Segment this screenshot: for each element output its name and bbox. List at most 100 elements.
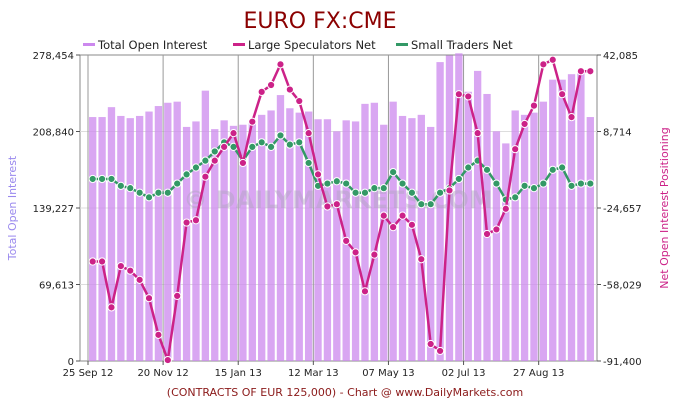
open-interest-bar <box>389 101 397 362</box>
large-speculators-point <box>539 60 548 69</box>
large-speculators-point <box>473 129 482 138</box>
large-speculators-point <box>173 291 182 300</box>
large-speculators-point <box>529 101 539 110</box>
open-interest-bar <box>192 121 200 362</box>
large-speculators-point <box>201 172 210 181</box>
open-interest-bar <box>408 118 416 361</box>
large-speculators-point <box>266 80 276 90</box>
open-interest-bar <box>154 106 163 361</box>
small-traders-point <box>210 147 219 156</box>
large-speculators-point <box>558 90 567 99</box>
open-interest-bar <box>333 131 341 361</box>
open-interest-bar <box>361 103 369 362</box>
small-traders-point <box>88 174 97 184</box>
large-speculators-point <box>482 229 492 239</box>
large-speculators-point <box>229 129 238 138</box>
large-speculators-line <box>92 58 591 362</box>
open-interest-bar <box>427 126 435 362</box>
x-tick-label: 12 Mar 13 <box>288 368 339 379</box>
small-traders-point <box>323 179 332 188</box>
small-traders-point <box>351 188 360 197</box>
small-traders-point <box>342 179 351 188</box>
open-interest-bar <box>145 111 153 362</box>
small-traders-point <box>435 188 445 197</box>
large-speculators-point <box>548 55 557 64</box>
large-speculators-point <box>285 85 294 94</box>
large-speculators-point <box>313 170 323 179</box>
right-tick-label: -58,029 <box>603 281 642 292</box>
open-interest-bars <box>89 53 594 362</box>
small-traders-point <box>520 181 529 190</box>
large-speculators-point <box>520 119 529 129</box>
small-traders-point <box>407 188 417 197</box>
open-interest-bar <box>398 115 407 361</box>
open-interest-bar <box>549 79 557 361</box>
large-speculators-point <box>567 112 576 122</box>
large-speculators-point <box>379 211 388 220</box>
open-interest-bar <box>586 117 594 361</box>
footer-note: (CONTRACTS OF EUR 125,000) - Chart @ www… <box>167 386 523 399</box>
large-speculators-point <box>257 87 266 96</box>
small-traders-point <box>558 163 567 172</box>
small-traders-point <box>154 188 163 197</box>
large-speculators-point <box>248 117 257 126</box>
large-speculators-point <box>323 202 332 211</box>
large-speculators-point <box>576 67 586 76</box>
open-interest-bar <box>201 90 210 362</box>
legend-swatch-large-speculators <box>233 43 245 46</box>
open-interest-bar <box>539 101 548 362</box>
open-interest-bar <box>464 91 472 361</box>
open-interest-bar <box>323 119 332 362</box>
right-tick-label: -24,657 <box>603 204 642 215</box>
large-speculators-point <box>445 186 454 195</box>
open-interest-bar <box>164 102 172 361</box>
legend-swatch-small-traders <box>396 43 408 46</box>
small-traders-point <box>285 140 294 149</box>
large-speculators-point <box>220 142 229 151</box>
open-interest-bar <box>239 124 247 361</box>
large-speculators-point <box>492 225 501 234</box>
small-traders-point <box>529 184 539 193</box>
legend: Total Open Interest Large Speculators Ne… <box>83 38 513 52</box>
open-interest-bar <box>295 112 303 361</box>
small-traders-point <box>389 168 398 177</box>
small-traders-point <box>248 142 257 151</box>
large-speculators-point <box>88 257 97 266</box>
x-axis: 25 Sep 12 20 Nov 12 15 Jan 13 12 Mar 13 07 M… <box>63 361 564 379</box>
small-traders-point <box>370 184 379 193</box>
open-interest-bar <box>530 112 538 361</box>
small-traders-point <box>116 181 125 190</box>
open-interest-bar <box>304 111 313 362</box>
open-interest-bar <box>126 118 134 361</box>
open-interest-bar <box>276 95 285 361</box>
open-interest-bar <box>98 117 106 361</box>
large-speculators-point <box>116 261 125 271</box>
large-speculators-point <box>454 90 463 99</box>
small-traders-point <box>173 179 182 188</box>
open-interest-bar <box>558 79 566 361</box>
small-traders-point <box>464 163 473 172</box>
small-traders-point <box>417 200 426 209</box>
net-position-lines <box>88 55 595 365</box>
open-interest-bar <box>173 101 181 362</box>
large-speculators-point <box>464 92 473 101</box>
small-traders-point <box>144 193 154 202</box>
open-interest-bar <box>314 119 322 362</box>
small-traders-point <box>107 174 116 184</box>
small-traders-point <box>482 165 492 174</box>
large-speculators-point <box>360 287 370 296</box>
large-speculators-point <box>435 346 445 356</box>
open-interest-bar <box>502 143 510 361</box>
legend-label-large-speculators: Large Speculators Net <box>248 38 376 52</box>
open-interest-bar <box>417 114 425 361</box>
large-speculators-point <box>276 60 285 69</box>
right-tick-label: 8,714 <box>603 128 632 139</box>
small-traders-point <box>276 131 285 140</box>
open-interest-bar <box>351 121 360 362</box>
large-speculators-point <box>407 220 417 229</box>
large-speculators-point <box>511 145 520 154</box>
large-speculators-point <box>370 250 379 259</box>
large-speculators-point <box>97 257 107 266</box>
small-traders-point <box>126 184 135 193</box>
